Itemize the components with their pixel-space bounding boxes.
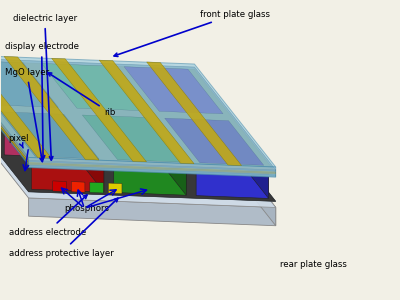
Polygon shape (114, 168, 186, 195)
Polygon shape (0, 55, 276, 167)
Polygon shape (173, 142, 269, 174)
Text: front plate glass: front plate glass (114, 10, 270, 56)
Polygon shape (31, 165, 104, 192)
Polygon shape (91, 139, 186, 171)
Polygon shape (20, 89, 113, 193)
Polygon shape (87, 134, 159, 161)
Polygon shape (129, 93, 222, 197)
Text: rear plate glass: rear plate glass (280, 260, 346, 269)
Polygon shape (53, 181, 66, 192)
Polygon shape (0, 73, 32, 93)
Polygon shape (0, 62, 276, 175)
Polygon shape (0, 68, 50, 99)
Polygon shape (0, 60, 58, 107)
Polygon shape (146, 108, 242, 140)
Text: MgO layer: MgO layer (5, 68, 49, 162)
Polygon shape (165, 118, 264, 165)
Polygon shape (0, 89, 276, 201)
Text: rib: rib (48, 73, 116, 117)
Polygon shape (28, 160, 276, 171)
Polygon shape (0, 107, 60, 128)
Polygon shape (169, 137, 242, 164)
Polygon shape (0, 55, 52, 158)
Polygon shape (28, 198, 276, 226)
Polygon shape (0, 70, 198, 104)
Polygon shape (0, 95, 276, 208)
Text: address protective layer: address protective layer (9, 198, 118, 257)
Polygon shape (147, 62, 242, 166)
Polygon shape (219, 111, 242, 164)
Polygon shape (71, 182, 85, 192)
Polygon shape (196, 171, 269, 198)
Text: dielectric layer: dielectric layer (13, 14, 77, 160)
Text: phosphors: phosphors (64, 204, 110, 213)
Polygon shape (81, 139, 104, 192)
Polygon shape (136, 79, 197, 100)
Text: address electrode: address electrode (9, 195, 87, 237)
Polygon shape (108, 183, 122, 194)
Polygon shape (192, 76, 214, 130)
Polygon shape (90, 182, 104, 193)
Polygon shape (52, 58, 146, 162)
Polygon shape (28, 158, 276, 177)
Polygon shape (0, 64, 198, 79)
Polygon shape (164, 142, 186, 195)
Polygon shape (0, 60, 276, 172)
Polygon shape (42, 64, 141, 111)
Polygon shape (0, 95, 276, 208)
Polygon shape (27, 70, 50, 123)
Polygon shape (54, 76, 115, 96)
Polygon shape (28, 165, 276, 177)
Polygon shape (0, 112, 99, 159)
Polygon shape (81, 110, 142, 130)
Polygon shape (99, 60, 194, 164)
Polygon shape (136, 108, 159, 161)
Text: display electrode: display electrode (5, 43, 79, 159)
Text: pixel: pixel (9, 134, 29, 148)
Polygon shape (64, 105, 159, 136)
Polygon shape (54, 104, 77, 158)
Polygon shape (0, 58, 276, 170)
Polygon shape (119, 74, 214, 105)
Polygon shape (0, 102, 77, 133)
Polygon shape (190, 148, 252, 168)
Polygon shape (142, 103, 214, 130)
Polygon shape (109, 73, 132, 127)
Polygon shape (75, 91, 167, 195)
Polygon shape (60, 99, 132, 127)
Polygon shape (26, 142, 87, 162)
Polygon shape (0, 89, 276, 201)
Polygon shape (0, 96, 50, 123)
Polygon shape (108, 145, 169, 165)
Polygon shape (164, 114, 224, 134)
Polygon shape (82, 115, 181, 162)
Polygon shape (28, 163, 276, 174)
Polygon shape (246, 145, 269, 198)
Polygon shape (4, 130, 77, 158)
Polygon shape (37, 70, 132, 102)
Polygon shape (4, 56, 99, 160)
Polygon shape (0, 87, 58, 190)
Polygon shape (9, 136, 104, 168)
Polygon shape (124, 67, 223, 114)
Polygon shape (194, 104, 276, 226)
